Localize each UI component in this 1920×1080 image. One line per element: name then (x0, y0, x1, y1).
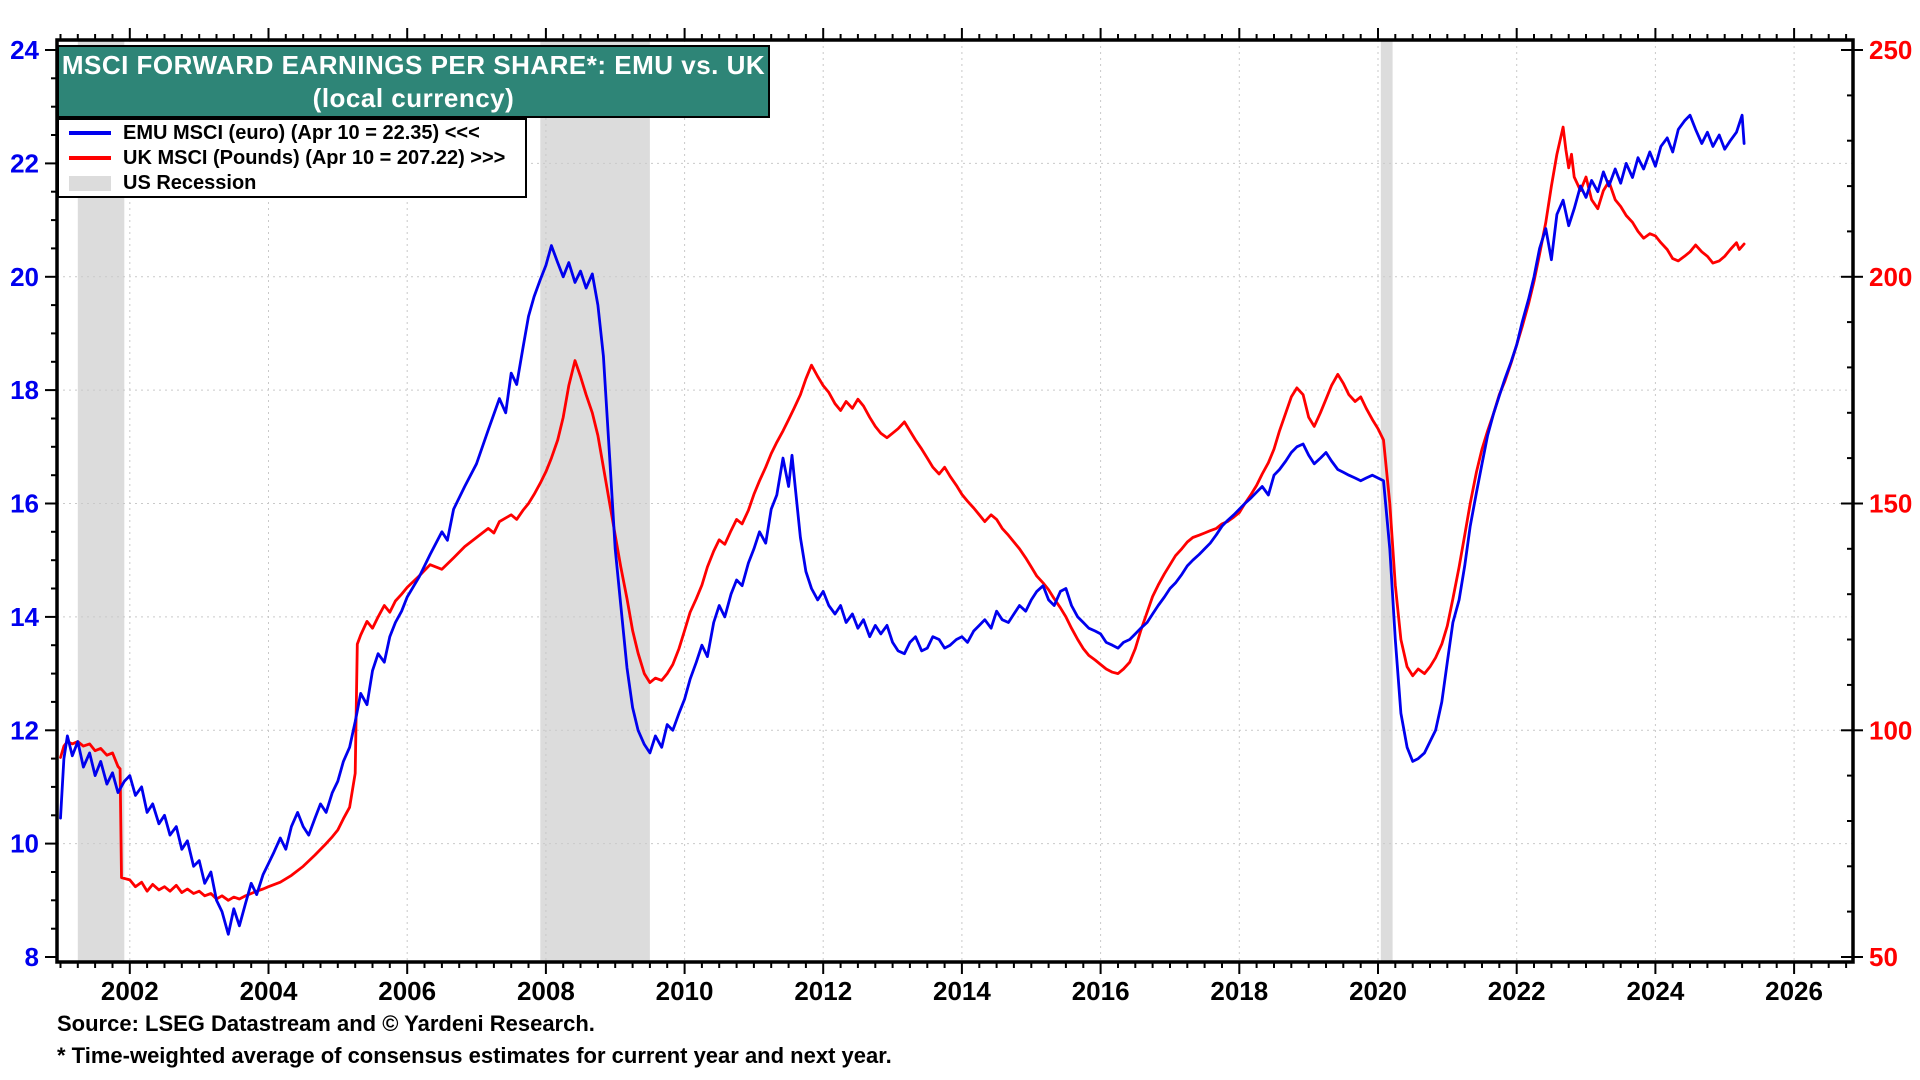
legend-label-uk: UK MSCI (Pounds) (Apr 10 = 207.22) >>> (123, 146, 506, 169)
left-axis-label: 10 (10, 829, 39, 859)
legend-label-recession: US Recession (123, 171, 257, 194)
x-axis-label: 2018 (1210, 976, 1268, 1006)
x-axis-label: 2004 (240, 976, 298, 1006)
source-footer: Source: LSEG Datastream and © Yardeni Re… (57, 1008, 1457, 1072)
legend-label-emu: EMU MSCI (euro) (Apr 10 = 22.35) <<< (123, 121, 480, 144)
x-axis-label: 2016 (1072, 976, 1130, 1006)
x-axis-label: 2022 (1488, 976, 1546, 1006)
chart-title-line1: MSCI FORWARD EARNINGS PER SHARE*: EMU vs… (61, 49, 766, 80)
legend-item-uk: UK MSCI (Pounds) (Apr 10 = 207.22) >>> (69, 147, 515, 170)
right-axis-label: 150 (1869, 489, 1912, 519)
left-axis-label: 16 (10, 489, 39, 519)
left-axis-label: 18 (10, 375, 39, 405)
left-axis-label: 24 (10, 35, 39, 65)
legend: EMU MSCI (euro) (Apr 10 = 22.35) <<< UK … (57, 118, 527, 198)
emu-line-sample-icon (69, 131, 111, 135)
x-axis-label: 2014 (933, 976, 991, 1006)
chart-title-line2: (local currency) (312, 82, 515, 113)
gridlines (57, 40, 1853, 962)
right-axis-label: 250 (1869, 35, 1912, 65)
left-axis-label: 8 (25, 942, 39, 972)
left-axis-label: 12 (10, 715, 39, 745)
right-axis-label: 200 (1869, 262, 1912, 292)
x-axis-label: 2006 (378, 976, 436, 1006)
plot-frame (55, 38, 1855, 964)
uk-line-sample-icon (69, 156, 111, 160)
footnote-line: * Time-weighted average of consensus est… (57, 1042, 892, 1068)
legend-item-emu: EMU MSCI (euro) (Apr 10 = 22.35) <<< (69, 122, 515, 145)
recession-band-sample-icon (69, 175, 111, 191)
uk-series-line (59, 125, 1746, 902)
x-axis-label: 2026 (1765, 976, 1823, 1006)
x-axis-label: 2002 (101, 976, 159, 1006)
x-axis-label: 2020 (1349, 976, 1407, 1006)
x-axis-label: 2024 (1626, 976, 1684, 1006)
emu-series-line (59, 113, 1746, 936)
left-axis-label: 20 (10, 262, 39, 292)
right-axis-label: 50 (1869, 942, 1898, 972)
x-axis-label: 2012 (794, 976, 852, 1006)
x-axis-label: 2008 (517, 976, 575, 1006)
right-axis-label: 100 (1869, 715, 1912, 745)
left-axis-label: 22 (10, 148, 39, 178)
recession-band (540, 41, 650, 961)
left-axis-label: 14 (10, 602, 39, 632)
axis-ticks (45, 28, 1863, 974)
source-line: Source: LSEG Datastream and © Yardeni Re… (57, 1011, 595, 1036)
x-axis-label: 2010 (656, 976, 714, 1006)
chart-title-box: MSCI FORWARD EARNINGS PER SHARE*: EMU vs… (57, 45, 770, 118)
legend-item-recession: US Recession (69, 172, 515, 195)
